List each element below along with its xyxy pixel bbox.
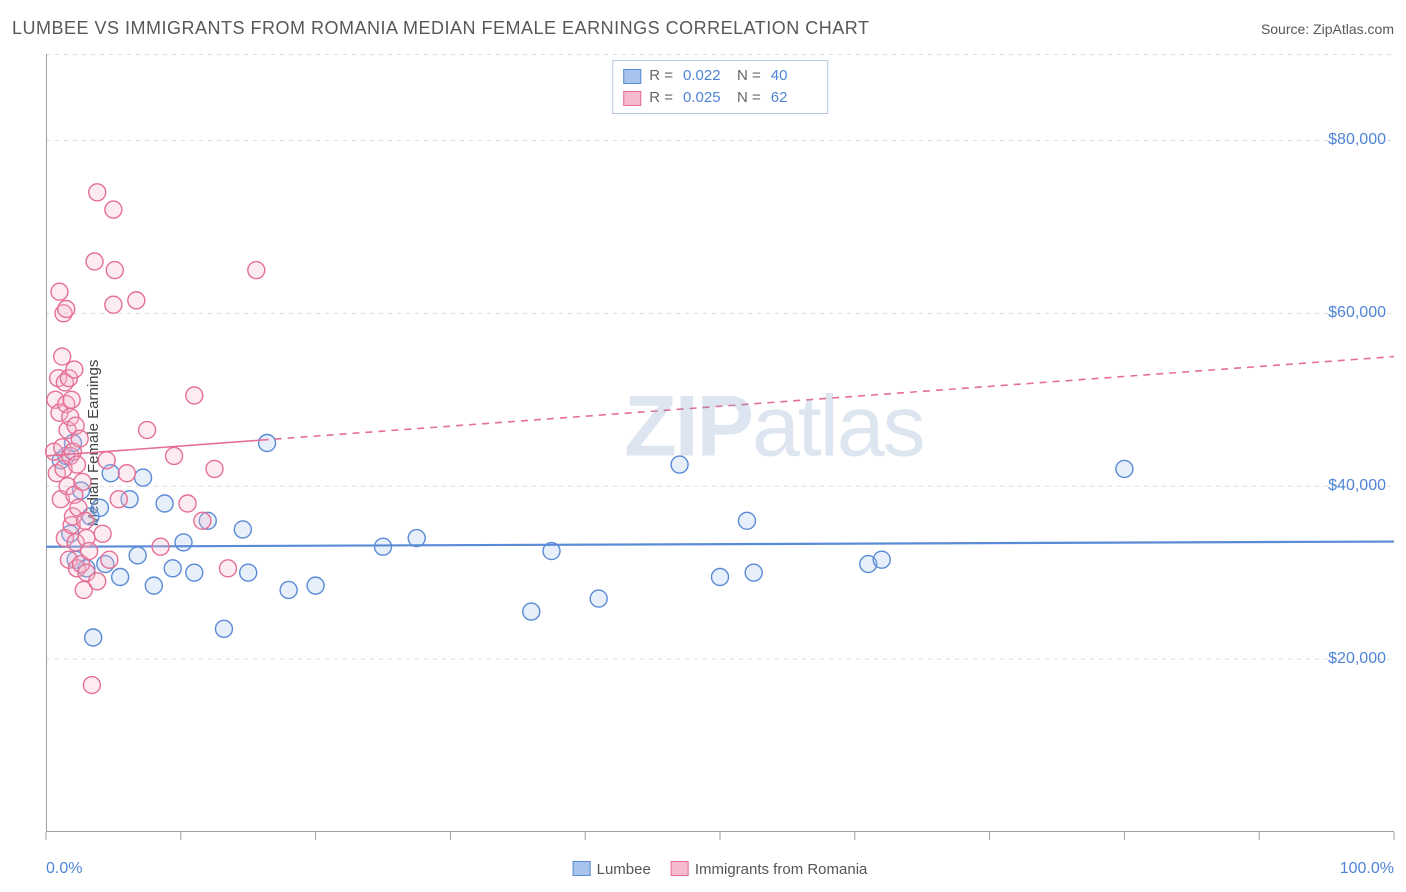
legend-stats: R = 0.022 N = 40 R = 0.025 N = 62 xyxy=(612,60,828,114)
y-tick-label: $40,000 xyxy=(1328,477,1386,495)
chart-frame: Median Female Earnings $20,000$40,000$60… xyxy=(46,54,1394,832)
legend-item: Immigrants from Romania xyxy=(671,861,868,878)
legend-n-label: N = xyxy=(737,87,761,109)
x-axis-label-min: 0.0% xyxy=(46,860,82,878)
x-axis-label-max: 100.0% xyxy=(1340,860,1394,878)
legend-item: Lumbee xyxy=(573,861,651,878)
source-prefix: Source: xyxy=(1261,21,1313,37)
y-tick-label: $80,000 xyxy=(1328,131,1386,149)
legend-n-value: 62 xyxy=(771,87,817,109)
legend-label: Lumbee xyxy=(597,861,651,878)
legend-swatch xyxy=(671,861,689,876)
legend-n-label: N = xyxy=(737,65,761,87)
source-link[interactable]: ZipAtlas.com xyxy=(1313,21,1394,37)
legend-r-value: 0.025 xyxy=(683,87,729,109)
source-attribution: Source: ZipAtlas.com xyxy=(1261,21,1394,37)
legend-swatch xyxy=(623,91,641,106)
legend-r-value: 0.022 xyxy=(683,65,729,87)
chart-title: LUMBEE VS IMMIGRANTS FROM ROMANIA MEDIAN… xyxy=(12,18,869,39)
legend-stat-row: R = 0.025 N = 62 xyxy=(623,87,817,109)
legend-series: Lumbee Immigrants from Romania xyxy=(573,861,868,878)
legend-r-label: R = xyxy=(649,65,673,87)
legend-label: Immigrants from Romania xyxy=(695,861,868,878)
legend-swatch xyxy=(573,861,591,876)
y-tick-label: $20,000 xyxy=(1328,650,1386,668)
chart-header: LUMBEE VS IMMIGRANTS FROM ROMANIA MEDIAN… xyxy=(12,18,1394,39)
y-tick-label: $60,000 xyxy=(1328,304,1386,322)
legend-stat-row: R = 0.022 N = 40 xyxy=(623,65,817,87)
legend-swatch xyxy=(623,69,641,84)
scatter-plot xyxy=(46,54,1394,832)
legend-r-label: R = xyxy=(649,87,673,109)
legend-n-value: 40 xyxy=(771,65,817,87)
